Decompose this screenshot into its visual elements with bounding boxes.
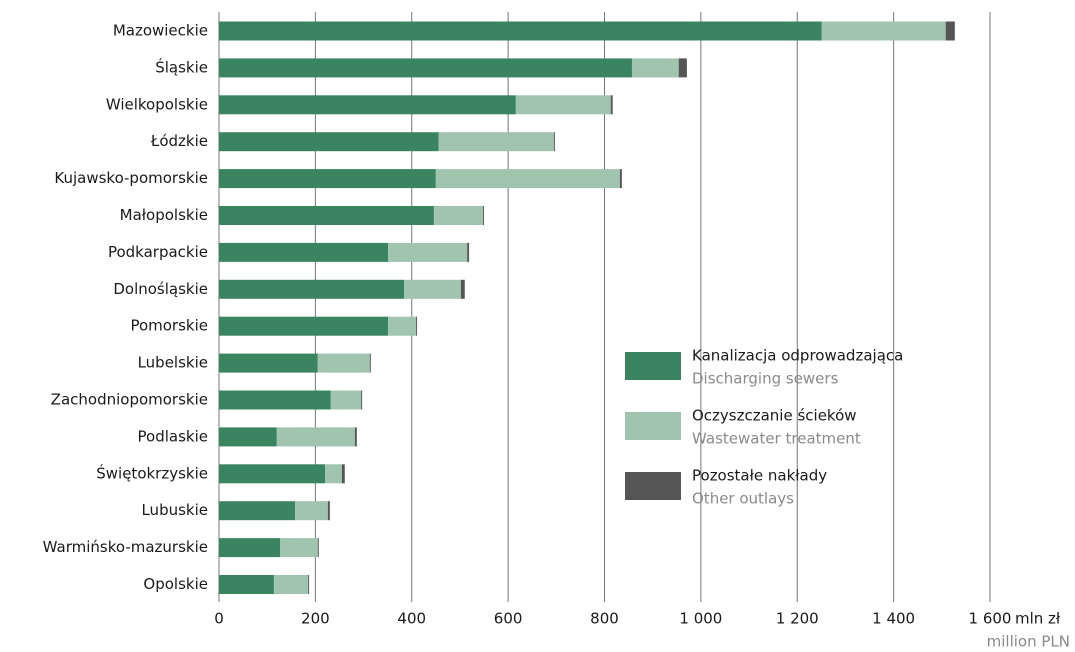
x-tick-label: 1 000 (679, 610, 722, 628)
x-tick-label: 1 600 (969, 610, 1012, 628)
y-tick-label: Mazowieckie (113, 22, 208, 40)
bar-segment (219, 279, 405, 299)
bar-segment (610, 95, 613, 115)
bar-segment (467, 242, 470, 262)
x-tick-label: 1 200 (776, 610, 819, 628)
bar-segment (325, 464, 342, 484)
bar-segment (219, 390, 331, 410)
bar-segment (219, 501, 296, 521)
y-tick-label: Warmińsko-mazurskie (43, 538, 208, 556)
x-unit-en: million PLN (987, 633, 1070, 651)
y-tick-label: Podkarpackie (108, 243, 208, 261)
bar-segment (369, 353, 371, 373)
y-tick-label: Pomorskie (130, 317, 208, 335)
bar-segment (276, 427, 355, 447)
legend-swatch (625, 352, 681, 380)
bar-segment (553, 132, 555, 152)
legend-label: Oczyszczanie ścieków (692, 407, 857, 425)
legend-label-en: Other outlays (692, 490, 794, 508)
legend-label-en: Discharging sewers (692, 370, 839, 388)
bar-segment (631, 58, 679, 78)
bar-segment (273, 575, 309, 594)
bar-segment (416, 316, 418, 336)
bar-segment (219, 464, 326, 484)
bar-segment (341, 464, 345, 484)
bar-segment (945, 21, 955, 41)
x-tick-label: 400 (397, 610, 426, 628)
bar-segment (483, 206, 485, 225)
bar-segment (678, 58, 687, 78)
y-tick-label: Kujawsko-pomorskie (54, 169, 208, 187)
y-tick-label: Dolnośląskie (113, 280, 208, 298)
bar-segment (433, 206, 484, 225)
legend-label: Kanalizacja odprowadzająca (692, 347, 903, 365)
bar-segment (219, 58, 632, 78)
bar-segment (219, 538, 281, 558)
bar-segment (388, 242, 468, 262)
legend-swatch (625, 412, 681, 440)
y-tick-label: Wielkopolskie (106, 95, 208, 113)
legend-label: Pozostałe nakłady (692, 467, 827, 485)
bar-segment (295, 501, 328, 521)
x-tick-label: 200 (301, 610, 330, 628)
bar-segment (219, 206, 434, 225)
bar-segment (438, 132, 554, 152)
bar-segment (219, 242, 389, 262)
y-tick-label: Małopolskie (120, 206, 208, 224)
bar-segment (219, 21, 822, 41)
x-tick-label: 1 400 (872, 610, 915, 628)
bar-segment (317, 538, 319, 558)
bar-segment (330, 390, 362, 410)
bar-segment (435, 169, 620, 189)
bar-segment (354, 427, 357, 447)
y-tick-label: Opolskie (143, 575, 208, 593)
y-tick-label: Lubuskie (141, 501, 208, 519)
x-unit: mln zł (1015, 610, 1061, 628)
bar-segment (308, 575, 310, 594)
bar-segment (404, 279, 461, 299)
bar-segment (219, 316, 389, 336)
bar-segment (219, 575, 274, 594)
bar-segment (280, 538, 318, 558)
y-tick-label: Podlaskie (138, 427, 208, 445)
bar-segment (219, 132, 439, 152)
y-tick-label: Łódzkie (150, 132, 208, 150)
bar-segment (219, 427, 277, 447)
bar-segment (219, 95, 516, 115)
bar-segment (327, 501, 330, 521)
y-tick-label: Lubelskie (138, 354, 208, 372)
bar-segment (460, 279, 465, 299)
y-tick-label: Świętokrzyskie (96, 463, 208, 482)
bar-segment (361, 390, 363, 410)
bar-segment (388, 316, 417, 336)
bar-segment (515, 95, 611, 115)
y-tick-label: Śląskie (155, 57, 208, 76)
bar-segment (219, 353, 318, 373)
x-tick-label: 600 (494, 610, 523, 628)
x-tick-label: 0 (214, 610, 224, 628)
legend-swatch (625, 472, 681, 500)
bar-segment (821, 21, 946, 41)
bar-segment (317, 353, 370, 373)
legend-label-en: Wastewater treatment (692, 430, 861, 448)
x-tick-label: 800 (590, 610, 619, 628)
y-tick-label: Zachodniopomorskie (51, 391, 208, 409)
bar-segment (219, 169, 436, 189)
bar-segment (619, 169, 622, 189)
